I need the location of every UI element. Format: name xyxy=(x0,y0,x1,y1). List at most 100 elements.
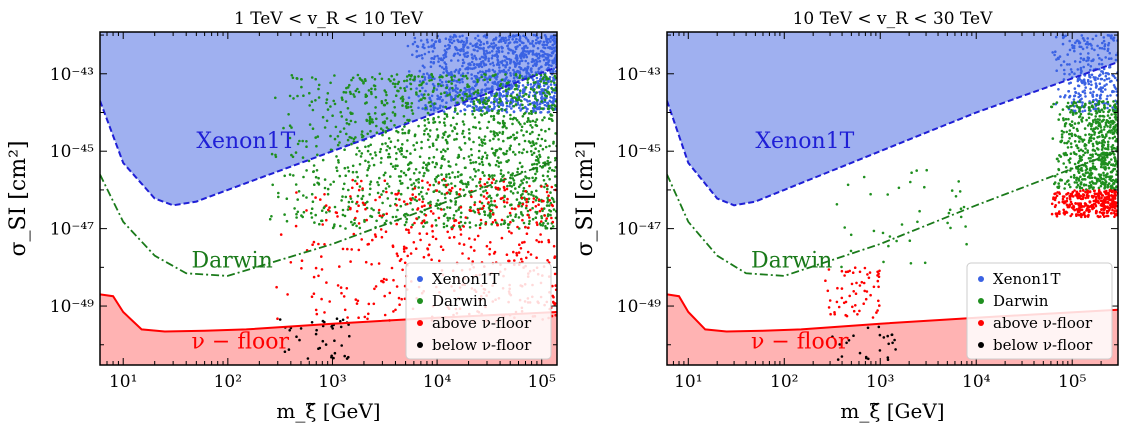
data-point xyxy=(493,54,497,57)
data-point xyxy=(345,86,348,90)
data-point xyxy=(542,199,545,203)
data-point xyxy=(878,349,882,352)
data-point xyxy=(492,38,495,42)
data-point xyxy=(356,73,360,77)
data-point xyxy=(507,68,510,72)
data-point xyxy=(470,60,474,64)
data-point xyxy=(380,77,384,81)
data-point xyxy=(514,187,517,190)
data-point xyxy=(292,97,295,100)
data-point xyxy=(417,94,420,98)
data-point xyxy=(524,92,527,96)
data-point xyxy=(1063,95,1066,99)
data-point xyxy=(867,276,871,280)
data-point xyxy=(427,93,430,96)
data-point xyxy=(413,77,416,81)
data-point xyxy=(546,213,550,216)
data-point xyxy=(540,207,544,211)
data-point xyxy=(488,247,492,251)
data-point xyxy=(1093,192,1097,195)
x-tick-label: 10³ xyxy=(866,372,894,392)
data-point xyxy=(458,81,462,84)
data-point xyxy=(553,104,556,107)
data-point xyxy=(1112,128,1116,131)
data-point xyxy=(1084,169,1088,172)
data-point xyxy=(503,221,507,225)
data-point xyxy=(371,76,374,79)
data-point xyxy=(496,58,500,62)
data-point xyxy=(476,71,480,75)
data-point xyxy=(551,198,555,201)
data-point xyxy=(402,247,406,251)
data-point xyxy=(403,250,406,253)
data-point xyxy=(909,262,913,265)
data-point xyxy=(1104,167,1107,170)
data-point xyxy=(1106,47,1110,51)
legend-label: Xenon1T xyxy=(432,270,499,288)
data-point xyxy=(1088,133,1091,136)
data-point xyxy=(517,70,520,74)
data-point xyxy=(1093,118,1097,121)
data-point xyxy=(483,210,486,213)
data-point xyxy=(323,311,326,314)
data-point xyxy=(503,79,507,82)
data-point xyxy=(497,109,501,113)
data-point xyxy=(497,105,501,108)
data-point xyxy=(454,219,458,222)
data-point xyxy=(406,44,410,48)
data-point xyxy=(890,333,894,337)
data-point xyxy=(502,90,505,93)
data-point xyxy=(461,182,465,186)
data-point xyxy=(514,47,518,51)
data-point xyxy=(1099,93,1103,97)
data-point xyxy=(412,241,416,244)
data-point xyxy=(484,83,487,87)
data-point xyxy=(488,139,492,142)
data-point xyxy=(480,207,484,210)
data-point xyxy=(456,101,459,104)
data-point xyxy=(379,127,383,130)
data-point xyxy=(381,129,385,132)
data-point xyxy=(1063,72,1066,76)
data-point xyxy=(417,186,421,189)
data-point xyxy=(444,130,447,134)
data-point xyxy=(402,245,406,249)
data-point xyxy=(395,252,399,255)
data-point xyxy=(369,153,372,156)
data-point xyxy=(554,156,557,160)
data-point xyxy=(352,137,356,141)
data-point xyxy=(533,162,536,166)
data-point xyxy=(375,124,378,128)
data-point xyxy=(909,180,912,184)
data-point xyxy=(1069,81,1072,85)
data-point xyxy=(846,183,850,187)
data-point xyxy=(544,129,547,133)
data-point xyxy=(490,185,494,189)
data-point xyxy=(458,146,461,149)
data-point xyxy=(428,145,431,149)
data-point xyxy=(865,290,869,293)
data-point xyxy=(496,111,499,115)
data-point xyxy=(1101,180,1104,184)
data-point xyxy=(1053,182,1056,186)
data-point xyxy=(477,39,480,42)
data-point xyxy=(454,84,458,87)
data-point xyxy=(1096,136,1099,139)
data-point xyxy=(1100,47,1104,50)
data-point xyxy=(540,100,543,103)
data-point xyxy=(550,185,554,189)
data-point xyxy=(448,176,452,179)
y-tick-label: 10⁻⁴³ xyxy=(617,65,661,85)
data-point xyxy=(442,56,446,60)
data-point xyxy=(923,185,926,189)
data-point xyxy=(497,80,500,84)
data-point xyxy=(549,191,552,194)
data-point xyxy=(523,88,527,91)
data-point xyxy=(492,82,496,85)
data-point xyxy=(377,262,381,265)
data-point xyxy=(517,204,520,208)
data-point xyxy=(459,109,463,113)
data-point xyxy=(541,77,544,81)
data-point xyxy=(1078,109,1081,112)
data-point xyxy=(550,54,553,58)
